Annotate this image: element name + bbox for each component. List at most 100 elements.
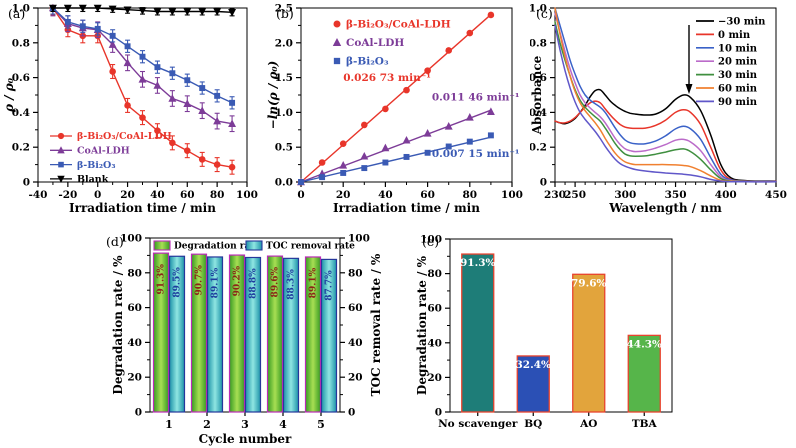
- arrowhead-icon: [685, 84, 693, 94]
- x-tick-label: 60: [420, 189, 435, 201]
- y-tick-label: 1.0: [275, 107, 293, 119]
- legend-label: −30 min: [718, 17, 766, 28]
- y-tick-label: 0.6: [530, 72, 547, 84]
- marker-triangle-up: [444, 122, 453, 130]
- panel-label-d: (d): [106, 234, 124, 249]
- marker-square: [403, 153, 410, 160]
- x-tick-label: -20: [58, 189, 77, 201]
- y-axis-label: Degradation rate / %: [111, 255, 125, 395]
- panel-label-a: (a): [8, 6, 26, 21]
- marker-triangle-down: [198, 8, 207, 16]
- category-label: 3: [241, 418, 249, 431]
- x-tick-label: 0: [297, 189, 304, 201]
- bar-value-label: 88.8%: [249, 268, 259, 299]
- x-tick-label: 40: [150, 189, 165, 201]
- legend-label: Blank: [77, 174, 109, 185]
- y-tick-label: 80: [427, 268, 442, 280]
- x-tick-label: 80: [462, 189, 477, 201]
- x-tick-label: 20: [336, 189, 351, 201]
- category-label: TBA: [632, 418, 658, 430]
- x-axis-label: Irradiation time / min: [333, 201, 480, 215]
- marker-square: [340, 169, 347, 176]
- bar-value-label: 32.4%: [515, 359, 551, 371]
- marker-triangle-up: [339, 161, 348, 169]
- y-tick-label: 0: [435, 407, 442, 419]
- marker-triangle-down: [123, 6, 132, 15]
- marker-triangle-up: [402, 135, 411, 144]
- category-label: 5: [317, 418, 325, 431]
- bar-toc-removal-rate-cycle-2: [206, 256, 224, 413]
- panel-label-b: (b): [276, 6, 294, 21]
- x-tick-label: 60: [180, 189, 195, 201]
- marker-triangle-down: [138, 7, 147, 15]
- y-tick-label: 1.0: [12, 3, 30, 15]
- marker-circle: [124, 102, 131, 109]
- x-tick-label: 100: [236, 189, 258, 201]
- chart-e-canvas: 0 20 40 60 80 100 Degradation rate / % No scave…: [415, 234, 673, 430]
- legend-label: 0 min: [718, 30, 751, 41]
- marker-triangle-up: [108, 40, 117, 48]
- marker-triangle-up: [228, 119, 237, 128]
- category-label: AO: [579, 418, 597, 430]
- panel-b: 0 20 40 60 80 100 0.0 0.5 1.0 1.5 2.0 2.5 Irradiatio…: [265, 0, 530, 224]
- marker-triangle-up: [381, 143, 390, 152]
- marker-circle: [183, 147, 191, 154]
- y-tick-label: 20: [127, 372, 142, 384]
- marker-triangle-up: [423, 128, 432, 137]
- marker-circle: [445, 47, 452, 54]
- marker-triangle-down: [48, 4, 57, 13]
- bar-value-label: 88.3%: [287, 269, 297, 300]
- marker-circle: [318, 159, 326, 166]
- y-tick-label: 40: [127, 337, 142, 349]
- marker-circle: [333, 20, 341, 28]
- marker-triangle-up: [465, 112, 474, 121]
- bar-ao: [572, 273, 606, 413]
- category-label: 2: [203, 418, 211, 431]
- marker-circle: [139, 114, 146, 121]
- marker-triangle-down: [63, 4, 72, 13]
- y2-tick-label: 40: [348, 337, 363, 349]
- marker-circle: [382, 105, 389, 113]
- x-tick-label: 450: [765, 189, 787, 201]
- legend-label: TOC removal rate: [266, 242, 355, 252]
- curve-90-min: [554, 24, 777, 183]
- series-bi-o: [298, 132, 494, 185]
- panel-e: 0 20 40 60 80 100 Degradation rate / % No scave…: [413, 224, 705, 448]
- bar-value-label: 44.3%: [626, 338, 662, 350]
- bar-toc-removal-rate-cycle-4: [282, 257, 300, 413]
- marker-square: [154, 64, 161, 71]
- marker-circle: [361, 121, 368, 129]
- legend-label: CoAl-LDH: [77, 146, 130, 157]
- bar-value-label: 89.1%: [309, 267, 319, 298]
- marker-triangle-up: [168, 94, 177, 102]
- legend-label: 20 min: [718, 57, 758, 68]
- y2-tick-label: 0: [348, 407, 355, 419]
- legend-label: β-Bi₂O₃: [346, 56, 389, 68]
- chart-d-canvas: 0 0 20 20 40 40 60 60 80 80 100 100 Cycle number Degr…: [111, 233, 383, 447]
- marker-circle: [228, 163, 236, 171]
- annotation: 0.011 46 min⁻¹: [432, 92, 520, 104]
- marker-square: [109, 32, 116, 39]
- marker-circle: [403, 86, 410, 94]
- series-coal-ldh: [297, 107, 495, 186]
- marker-circle: [339, 140, 347, 148]
- y-tick-label: 1.5: [275, 72, 293, 84]
- bar-degradation-rate-cycle-3: [228, 254, 246, 413]
- legend-label: 60 min: [718, 84, 758, 95]
- y-tick-label: 60: [427, 303, 442, 315]
- bar-toc-removal-rate-cycle-1: [168, 255, 186, 413]
- marker-triangle-up: [332, 37, 342, 46]
- marker-circle: [466, 29, 474, 37]
- x-tick-label: 230: [544, 189, 566, 201]
- curve-0-min: [554, 100, 777, 183]
- fit-line: [300, 109, 492, 183]
- curve-60-min: [554, 7, 777, 183]
- category-label: BQ: [524, 418, 542, 430]
- marker-square: [64, 18, 71, 25]
- legend-swatch: [245, 240, 263, 251]
- y-axis-label: Absorbance: [530, 55, 544, 135]
- marker-triangle-up: [486, 107, 495, 116]
- y-axis-label: ρ / ρ₀: [2, 77, 16, 113]
- bar-value-label: 90.7%: [195, 265, 205, 296]
- marker-circle: [198, 156, 206, 163]
